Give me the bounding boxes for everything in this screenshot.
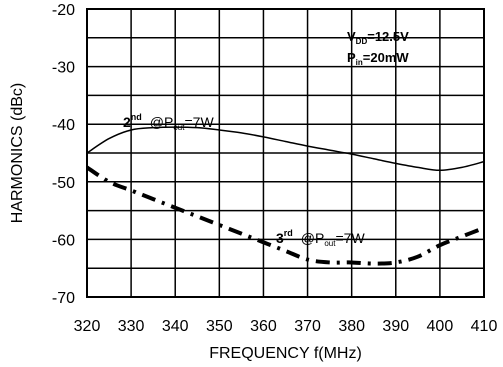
x-tick-label: 340 bbox=[162, 318, 189, 335]
y-tick-label: -40 bbox=[52, 117, 75, 134]
vdd-annotation: VDD=12.5V bbox=[347, 29, 409, 46]
x-tick-label: 320 bbox=[74, 318, 101, 335]
x-tick-label: 370 bbox=[294, 318, 321, 335]
x-tick-label: 390 bbox=[382, 318, 409, 335]
series-line-2nd-harmonic bbox=[86, 126, 485, 172]
y-tick-label: -50 bbox=[52, 175, 75, 192]
x-tick-label: 400 bbox=[427, 318, 454, 335]
pin-annotation: Pin=20mW bbox=[347, 50, 409, 67]
x-tick-label: 410 bbox=[471, 318, 498, 335]
y-tick-label: -20 bbox=[52, 2, 75, 19]
x-tick-label: 360 bbox=[250, 318, 277, 335]
x-tick-label: 350 bbox=[206, 318, 233, 335]
second-harmonic-label: 2nd @Pout=7W bbox=[123, 112, 214, 132]
x-tick-label: 330 bbox=[118, 318, 145, 335]
y-tick-label: -60 bbox=[52, 232, 75, 249]
grid bbox=[86, 8, 485, 298]
x-tick-label: 380 bbox=[338, 318, 365, 335]
y-tick-label: -30 bbox=[52, 60, 75, 77]
y-axis-label: HARMONICS (dBc) bbox=[9, 83, 26, 223]
x-axis-label: FREQUENCY f(MHz) bbox=[209, 345, 362, 362]
y-tick-label: -70 bbox=[52, 290, 75, 307]
y-tick-labels: -20 -30 -40 -50 -60 -70 bbox=[52, 2, 75, 307]
series-layer bbox=[85, 126, 485, 266]
series-line-3rd-harmonic bbox=[85, 165, 485, 266]
third-harmonic-label: 3rd @Pout=7W bbox=[276, 228, 365, 248]
x-tick-labels: 320 330 340 350 360 370 380 390 400 410 bbox=[74, 318, 498, 335]
